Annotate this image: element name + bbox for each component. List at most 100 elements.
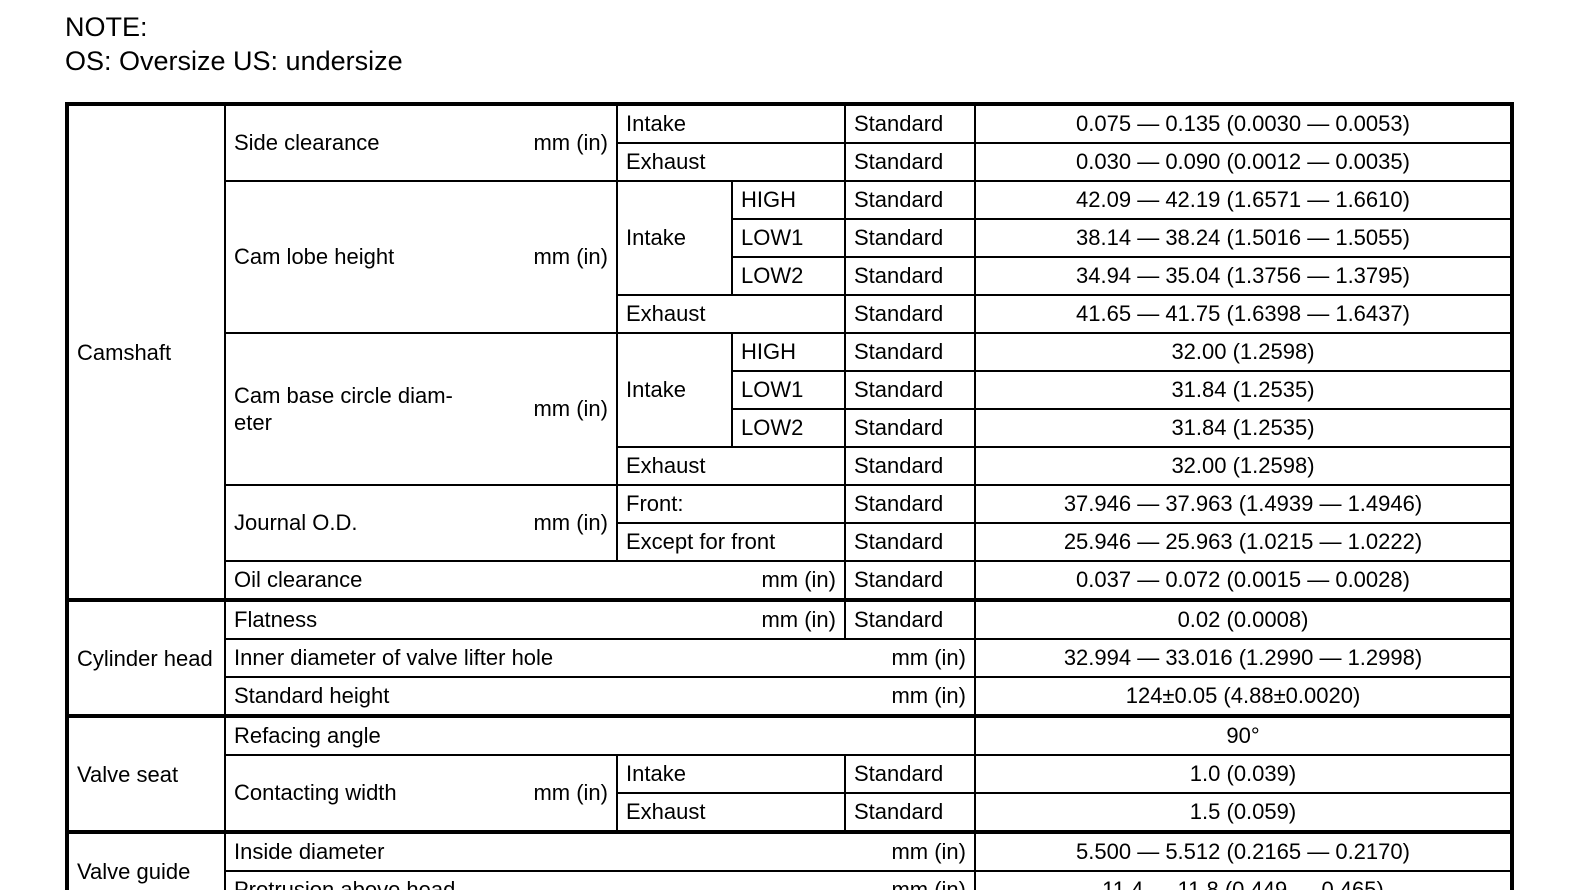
param-label-cam-base-circle: Cam base circle diam- eter bbox=[234, 383, 453, 435]
row-cam-base-high: Cam base circle diam- eter mm (in) Intak… bbox=[67, 332, 1513, 486]
value-cell: 124±0.05 (4.88±0.0020) bbox=[974, 676, 1513, 717]
unit-label: mm (in) bbox=[891, 683, 966, 708]
value-cell: 5.500 — 5.512 (0.2165 — 0.2170) bbox=[974, 830, 1513, 872]
param-cell-inside-diameter: Inside diameter mm (in) bbox=[224, 830, 976, 872]
param-label-standard-height: Standard height bbox=[234, 683, 390, 708]
category-cell-valve-seat: Valve seat bbox=[66, 714, 226, 833]
grade-cell-standard: Standard bbox=[844, 446, 976, 486]
row-journal-except-front: Except for front Standard 25.946 — 25.96… bbox=[67, 522, 1513, 562]
row-contacting-width-exhaust: Exhaust Standard 1.5 (0.059) bbox=[67, 792, 1513, 833]
value-cell: 0.02 (0.0008) bbox=[974, 598, 1513, 640]
row-cam-lobe-low2: LOW2 Standard 34.94 — 35.04 (1.3756 — 1.… bbox=[67, 256, 1513, 296]
row-standard-height: Standard height mm (in) 124±0.05 (4.88±0… bbox=[67, 676, 1513, 717]
value-cell: 0.030 — 0.090 (0.0012 — 0.0035) bbox=[974, 142, 1513, 182]
note-block: NOTE: OS: Oversize US: undersize bbox=[65, 10, 403, 78]
port-cell-exhaust: Exhaust bbox=[616, 294, 846, 334]
unit-label: mm (in) bbox=[891, 877, 966, 890]
grade-cell-standard: Standard bbox=[844, 522, 976, 562]
row-contacting-width-intake: Contacting width mm (in) Intake Standard… bbox=[67, 754, 1513, 833]
grade-cell-standard: Standard bbox=[844, 103, 976, 144]
grade-cell-standard: Standard bbox=[844, 332, 976, 372]
grade-cell-standard: Standard bbox=[844, 218, 976, 258]
param-label-inside-diameter: Inside diameter bbox=[234, 839, 385, 864]
value-cell: 32.00 (1.2598) bbox=[974, 332, 1513, 372]
category-cell-cylinder-head: Cylinder head bbox=[66, 598, 226, 717]
param-label-side-clearance: Side clearance bbox=[234, 130, 380, 155]
note-legend: OS: Oversize US: undersize bbox=[65, 46, 403, 76]
category-cell-valve-guide: Valve guide bbox=[66, 830, 226, 890]
value-cell: 0.075 — 0.135 (0.0030 — 0.0053) bbox=[974, 103, 1513, 144]
param-cell-contacting-width: Contacting width mm (in) bbox=[224, 754, 618, 833]
param-label-valve-lifter-hole: Inner diameter of valve lifter hole bbox=[234, 645, 554, 670]
row-cam-lobe-low1: LOW1 Standard 38.14 — 38.24 (1.5016 — 1.… bbox=[67, 218, 1513, 258]
port-cell-intake: Intake bbox=[616, 754, 846, 794]
grade-cell-standard: Standard bbox=[844, 598, 976, 640]
param-cell-flatness: Flatness mm (in) bbox=[224, 598, 846, 640]
unit-label: mm (in) bbox=[891, 839, 966, 864]
value-cell: 42.09 — 42.19 (1.6571 — 1.6610) bbox=[974, 180, 1513, 220]
position-cell-front: Front: bbox=[616, 484, 846, 524]
value-cell: 25.946 — 25.963 (1.0215 — 1.0222) bbox=[974, 522, 1513, 562]
value-cell: 41.65 — 41.75 (1.6398 — 1.6437) bbox=[974, 294, 1513, 334]
param-cell-cam-lobe-height: Cam lobe height mm (in) bbox=[224, 180, 618, 334]
port-cell-exhaust: Exhaust bbox=[616, 792, 846, 833]
grade-cell-standard: Standard bbox=[844, 754, 976, 794]
row-side-clearance-exhaust: Exhaust Standard 0.030 — 0.090 (0.0012 —… bbox=[67, 142, 1513, 182]
value-cell: 37.946 — 37.963 (1.4939 — 1.4946) bbox=[974, 484, 1513, 524]
unit-label: mm (in) bbox=[891, 645, 966, 670]
grade-cell-standard: Standard bbox=[844, 792, 976, 833]
param-cell-protrusion: Protrusion above head mm (in) bbox=[224, 870, 976, 890]
param-cell-standard-height: Standard height mm (in) bbox=[224, 676, 976, 717]
param-cell-journal-od: Journal O.D. mm (in) bbox=[224, 484, 618, 562]
row-cam-base-low1: LOW1 Standard 31.84 (1.2535) bbox=[67, 370, 1513, 410]
port-cell-intake: Intake bbox=[616, 103, 846, 144]
row-side-clearance-intake: Camshaft Side clearance mm (in) Intake S… bbox=[66, 103, 1513, 601]
cam-cell-low1: LOW1 bbox=[731, 218, 846, 258]
param-cell-valve-lifter-hole: Inner diameter of valve lifter hole mm (… bbox=[224, 638, 976, 678]
port-cell-intake: Intake bbox=[616, 180, 733, 296]
value-cell: 1.5 (0.059) bbox=[974, 792, 1513, 833]
value-cell: 38.14 — 38.24 (1.5016 — 1.5055) bbox=[974, 218, 1513, 258]
value-cell: 31.84 (1.2535) bbox=[974, 370, 1513, 410]
unit-label: mm (in) bbox=[533, 244, 608, 269]
port-cell-exhaust: Exhaust bbox=[616, 142, 846, 182]
param-label-flatness: Flatness bbox=[234, 607, 318, 632]
row-cam-base-low2: LOW2 Standard 31.84 (1.2535) bbox=[67, 408, 1513, 448]
note-title: NOTE: bbox=[65, 12, 148, 42]
value-cell: 34.94 — 35.04 (1.3756 — 1.3795) bbox=[974, 256, 1513, 296]
row-oil-clearance: Oil clearance mm (in) Standard 0.037 — 0… bbox=[67, 560, 1513, 601]
row-cam-base-exhaust: Exhaust Standard 32.00 (1.2598) bbox=[67, 446, 1513, 486]
param-label-oil-clearance: Oil clearance bbox=[234, 567, 363, 592]
cam-cell-high: HIGH bbox=[731, 180, 846, 220]
param-label-cam-lobe-height: Cam lobe height bbox=[234, 244, 395, 269]
category-cell-camshaft: Camshaft bbox=[66, 103, 226, 601]
param-label-contacting-width: Contacting width bbox=[234, 780, 397, 805]
grade-cell-standard: Standard bbox=[844, 256, 976, 296]
row-flatness: Cylinder head Flatness mm (in) Standard … bbox=[66, 598, 1513, 717]
row-journal-front: Journal O.D. mm (in) Front: Standard 37.… bbox=[67, 484, 1513, 562]
row-inside-diameter: Valve guide Inside diameter mm (in) 5.50… bbox=[66, 830, 1513, 890]
param-cell-refacing-angle: Refacing angle bbox=[224, 714, 976, 756]
value-cell: 32.994 — 33.016 (1.2990 — 1.2998) bbox=[974, 638, 1513, 678]
value-cell: 1.0 (0.039) bbox=[974, 754, 1513, 794]
grade-cell-standard: Standard bbox=[844, 180, 976, 220]
row-protrusion-above-head: Protrusion above head mm (in) 11.4 — 11.… bbox=[67, 870, 1513, 890]
unit-label: mm (in) bbox=[533, 396, 608, 421]
param-label-journal-od: Journal O.D. bbox=[234, 510, 358, 535]
value-cell: 0.037 — 0.072 (0.0015 — 0.0028) bbox=[974, 560, 1513, 601]
grade-cell-standard: Standard bbox=[844, 484, 976, 524]
row-cam-lobe-exhaust: Exhaust Standard 41.65 — 41.75 (1.6398 —… bbox=[67, 294, 1513, 334]
row-valve-lifter-hole: Inner diameter of valve lifter hole mm (… bbox=[67, 638, 1513, 678]
grade-cell-standard: Standard bbox=[844, 370, 976, 410]
spec-table: Camshaft Side clearance mm (in) Intake S… bbox=[65, 102, 1514, 890]
cam-cell-high: HIGH bbox=[731, 332, 846, 372]
port-cell-exhaust: Exhaust bbox=[616, 446, 846, 486]
grade-cell-standard: Standard bbox=[844, 294, 976, 334]
cam-cell-low2: LOW2 bbox=[731, 408, 846, 448]
value-cell: 32.00 (1.2598) bbox=[974, 446, 1513, 486]
port-cell-intake: Intake bbox=[616, 332, 733, 448]
row-cam-lobe-high: Cam lobe height mm (in) Intake HIGH Stan… bbox=[67, 180, 1513, 334]
unit-label: mm (in) bbox=[761, 607, 836, 632]
param-cell-side-clearance: Side clearance mm (in) bbox=[224, 103, 618, 182]
value-cell: 11.4 — 11.8 (0.449 — 0.465) bbox=[974, 870, 1513, 890]
